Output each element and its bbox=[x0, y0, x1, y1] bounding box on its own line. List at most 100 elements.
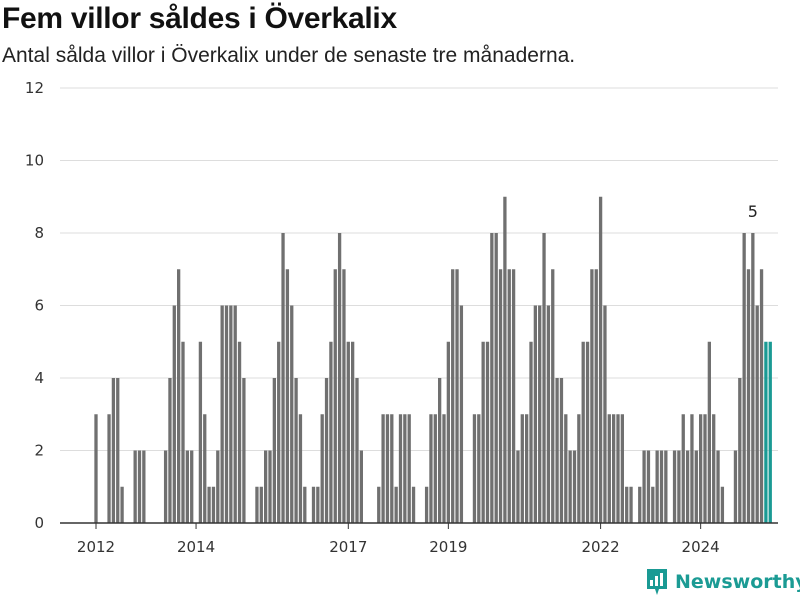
highlighted-bar bbox=[768, 341, 772, 523]
bar bbox=[259, 486, 263, 523]
bar bbox=[638, 486, 642, 523]
bar bbox=[699, 414, 703, 523]
bar bbox=[281, 233, 285, 523]
bar bbox=[555, 378, 559, 523]
bar bbox=[742, 233, 746, 523]
bar bbox=[190, 450, 194, 523]
bar bbox=[442, 414, 446, 523]
bar bbox=[485, 341, 490, 523]
bar bbox=[716, 450, 720, 523]
bar bbox=[242, 378, 246, 523]
chart-title: Fem villor såldes i Överkalix bbox=[2, 2, 397, 35]
bar bbox=[342, 269, 346, 523]
bar bbox=[494, 233, 498, 523]
bar bbox=[285, 269, 290, 523]
bar bbox=[677, 450, 681, 523]
bar bbox=[533, 305, 537, 523]
bar bbox=[603, 305, 607, 523]
bar bbox=[316, 486, 320, 523]
bar bbox=[472, 414, 477, 523]
bar bbox=[498, 269, 503, 523]
bar bbox=[520, 414, 524, 523]
bar bbox=[694, 450, 698, 523]
x-tick-label: 2022 bbox=[582, 538, 620, 556]
bar bbox=[538, 305, 542, 523]
bar bbox=[598, 196, 603, 523]
bar bbox=[333, 269, 337, 523]
bar bbox=[120, 486, 124, 523]
chart-subtitle: Antal sålda villor i Överkalix under de … bbox=[2, 44, 576, 67]
data-label: 5 bbox=[748, 202, 758, 221]
bar bbox=[572, 450, 577, 523]
bar bbox=[237, 341, 242, 523]
bar bbox=[390, 414, 394, 523]
bar bbox=[337, 233, 342, 523]
bar bbox=[233, 305, 237, 523]
highlighted-bar bbox=[764, 341, 768, 523]
bar bbox=[207, 486, 211, 523]
bar bbox=[525, 414, 529, 523]
y-tick-label: 12 bbox=[25, 79, 44, 97]
x-tick-label: 2024 bbox=[682, 538, 720, 556]
bar bbox=[612, 414, 616, 523]
bar bbox=[407, 414, 411, 523]
bar bbox=[581, 341, 585, 523]
bar bbox=[107, 414, 111, 523]
newsworthy-logo-icon bbox=[647, 569, 667, 595]
bar bbox=[746, 269, 751, 523]
bar bbox=[220, 305, 224, 523]
bar bbox=[438, 378, 442, 523]
bar bbox=[329, 341, 333, 523]
bar bbox=[703, 414, 707, 523]
bar bbox=[116, 378, 120, 523]
bar bbox=[625, 486, 629, 523]
bar bbox=[542, 233, 546, 523]
bar bbox=[324, 378, 329, 523]
y-tick-label: 10 bbox=[25, 152, 44, 170]
bar bbox=[355, 378, 359, 523]
bar bbox=[172, 305, 176, 523]
bar bbox=[224, 305, 229, 523]
x-tick-label: 2019 bbox=[429, 538, 467, 556]
y-tick-label: 2 bbox=[34, 442, 44, 460]
bar bbox=[564, 414, 568, 523]
bar bbox=[229, 305, 233, 523]
bar bbox=[511, 269, 516, 523]
bar bbox=[759, 269, 764, 523]
bar bbox=[503, 196, 507, 523]
bar bbox=[607, 414, 611, 523]
bar bbox=[381, 414, 385, 523]
bar bbox=[298, 414, 303, 523]
bar bbox=[411, 486, 416, 523]
newsworthy-logo: Newsworthy bbox=[645, 567, 800, 597]
bar bbox=[672, 450, 677, 523]
x-tick-label: 2017 bbox=[329, 538, 367, 556]
bar bbox=[681, 414, 685, 523]
bar bbox=[651, 486, 655, 523]
bar bbox=[111, 378, 116, 523]
bar bbox=[477, 414, 481, 523]
x-tick-label: 2012 bbox=[77, 538, 115, 556]
bar bbox=[720, 486, 725, 523]
bar bbox=[163, 450, 168, 523]
bar bbox=[646, 450, 651, 523]
bar bbox=[685, 450, 690, 523]
bar bbox=[264, 450, 268, 523]
bar bbox=[185, 450, 189, 523]
bar bbox=[594, 269, 598, 523]
bar bbox=[133, 450, 137, 523]
bar bbox=[394, 486, 398, 523]
y-tick-label: 0 bbox=[34, 514, 44, 532]
bar bbox=[516, 450, 520, 523]
bar bbox=[424, 486, 429, 523]
bar bbox=[168, 378, 172, 523]
bar bbox=[303, 486, 307, 523]
bar bbox=[94, 414, 98, 523]
bar bbox=[585, 341, 590, 523]
bar bbox=[755, 305, 759, 523]
bar bbox=[351, 341, 355, 523]
bar bbox=[659, 450, 664, 523]
bar bbox=[359, 450, 363, 523]
bar bbox=[559, 378, 564, 523]
